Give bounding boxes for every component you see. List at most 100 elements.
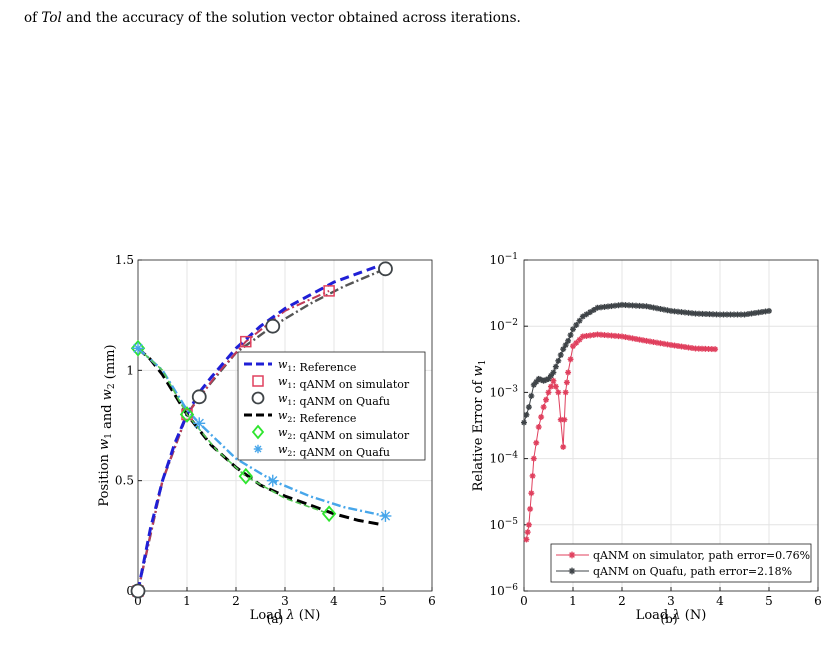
marker-w2-simulator — [130, 339, 146, 357]
caption-a: (a) — [266, 612, 284, 626]
y-tick-label-a: 1.5 — [115, 253, 134, 267]
marker-simulator-error — [590, 331, 597, 338]
asterisk-stroke — [587, 309, 593, 315]
x-axis-label-b: Load λ (N) — [636, 608, 707, 623]
asterisk-stroke — [531, 456, 537, 462]
asterisk-stroke — [643, 303, 650, 309]
marker-quafu-error — [576, 317, 583, 324]
x-tick-label-b: 3 — [667, 594, 675, 608]
asterisk-stroke — [647, 304, 653, 310]
marker-simulator-error — [530, 455, 537, 462]
marker-simulator-error — [545, 389, 552, 396]
legend-a-label: w2: Reference — [278, 409, 356, 425]
marker-simulator-error — [561, 416, 568, 423]
marker-simulator-error — [524, 529, 531, 536]
asterisk-stroke — [567, 332, 574, 338]
asterisk-stroke — [565, 369, 571, 376]
asterisk-stroke — [580, 333, 586, 340]
marker-w1-quafu — [191, 389, 207, 405]
intro-prefix: of — [24, 10, 42, 26]
marker-simulator-error — [527, 506, 534, 512]
asterisk-stroke — [591, 307, 597, 313]
asterisk-stroke — [570, 326, 576, 332]
y-tick-label-b: 10−6 — [489, 583, 518, 598]
y-tick-label-b: 10−4 — [489, 451, 518, 466]
marker-quafu-error — [543, 376, 550, 383]
x-tick-label-b: 0 — [520, 594, 528, 608]
marker-simulator-error — [538, 414, 545, 421]
y-tick-label-b: 10−1 — [489, 252, 518, 267]
legend-a-box — [237, 351, 426, 461]
x-tick-label-b: 5 — [765, 594, 773, 608]
legend-a-label: w1: qANM on Quafu — [278, 392, 390, 408]
x-tick-label-a: 0 — [134, 594, 142, 608]
asterisk-stroke — [601, 304, 608, 310]
marker-quafu-error — [647, 303, 653, 310]
marker-simulator-error — [587, 332, 594, 339]
marker-simulator-error — [552, 383, 559, 390]
asterisk-stroke — [615, 302, 622, 308]
y-tick-label-a: 0 — [126, 584, 134, 598]
marker-simulator-error — [550, 377, 557, 384]
asterisk-stroke — [583, 311, 590, 317]
marker-simulator-error — [540, 404, 547, 411]
marker-quafu-error — [573, 322, 580, 328]
asterisk-stroke — [712, 346, 718, 352]
legend-a-marker — [251, 391, 265, 405]
marker-w2-quafu — [266, 474, 279, 487]
asterisk-stroke — [576, 318, 583, 324]
legend-b-label: qANM on Quafu, path error=2.18% — [593, 565, 792, 578]
asterisk-stroke — [587, 332, 593, 339]
y-tick-label-b: 10−5 — [489, 517, 518, 532]
marker-w2-quafu — [132, 342, 144, 355]
marker-quafu-error — [560, 346, 567, 353]
asterisk-stroke — [605, 303, 611, 310]
marker-w2-simulator — [321, 505, 337, 523]
legend-b-marker — [568, 551, 576, 559]
asterisk-stroke — [766, 308, 772, 314]
asterisk-stroke — [526, 522, 532, 528]
asterisk-stroke — [526, 404, 532, 410]
x-tick-label-a: 1 — [183, 594, 191, 608]
asterisk-stroke — [759, 309, 765, 315]
marker-quafu-error — [552, 363, 559, 370]
x-tick-label-a: 4 — [330, 594, 338, 608]
asterisk-stroke — [194, 418, 204, 428]
asterisk-stroke — [553, 383, 559, 390]
asterisk-stroke — [569, 568, 575, 574]
marker-quafu-error — [557, 352, 564, 358]
marker-simulator-error — [528, 490, 535, 497]
marker-w1-quafu — [265, 318, 281, 334]
x-axis-label-a: Load λ (N) — [250, 608, 321, 623]
asterisk-stroke — [608, 303, 615, 309]
marker-simulator-error — [555, 389, 562, 396]
asterisk-stroke — [560, 444, 566, 450]
asterisk-stroke — [654, 305, 660, 311]
asterisk-stroke — [528, 393, 534, 399]
x-tick-label-a: 2 — [232, 594, 240, 608]
asterisk-stroke — [612, 303, 618, 309]
asterisk-stroke — [580, 313, 586, 320]
x-tick-label-a: 5 — [379, 594, 387, 608]
y-tick-label-b: 10−3 — [489, 384, 518, 399]
asterisk-stroke — [657, 306, 664, 312]
asterisk-stroke — [745, 311, 751, 317]
line-w1-reference — [136, 262, 384, 592]
y-axis-label-b: Relative Error of w1 — [471, 360, 488, 492]
asterisk-stroke — [598, 304, 604, 310]
asterisk-stroke — [558, 352, 564, 358]
y-tick-label-a: 1 — [126, 363, 134, 377]
asterisk-stroke — [752, 310, 758, 316]
asterisk-stroke — [133, 343, 143, 353]
marker-simulator-error — [533, 439, 540, 446]
legend-a-marker — [251, 424, 265, 440]
marker-quafu-error — [565, 337, 572, 344]
marker-w1-simulator — [323, 285, 335, 297]
asterisk-stroke — [254, 445, 262, 453]
asterisk-stroke — [564, 379, 570, 386]
x-tick-label-a: 6 — [428, 594, 436, 608]
line-w1-simulator — [137, 289, 330, 592]
asterisk-stroke — [553, 364, 559, 370]
marker-simulator-error — [525, 521, 532, 528]
asterisk-stroke — [528, 490, 534, 496]
